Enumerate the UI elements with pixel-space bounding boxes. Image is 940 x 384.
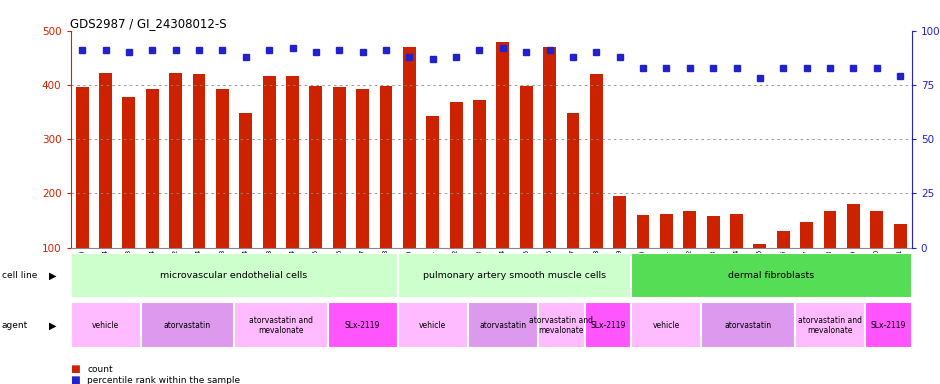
Text: SLx-2119: SLx-2119	[590, 321, 626, 330]
Bar	[356, 89, 369, 248]
Text: atorvastatin: atorvastatin	[725, 321, 772, 330]
Text: vehicle: vehicle	[419, 321, 446, 330]
Text: microvascular endothelial cells: microvascular endothelial cells	[161, 271, 307, 280]
Bar	[632, 303, 701, 349]
Bar	[865, 303, 912, 349]
Text: atorvastatin and
mevalonate: atorvastatin and mevalonate	[798, 316, 862, 335]
Bar	[286, 76, 299, 248]
Bar	[636, 215, 650, 248]
Bar	[496, 41, 509, 248]
Bar	[193, 74, 206, 248]
Bar	[240, 113, 252, 248]
Text: SLx-2119: SLx-2119	[870, 321, 906, 330]
Text: cell line: cell line	[2, 271, 38, 280]
Text: atorvastatin: atorvastatin	[164, 321, 211, 330]
Bar	[894, 224, 906, 248]
Text: dermal fibroblasts: dermal fibroblasts	[728, 271, 815, 280]
Bar	[538, 303, 585, 349]
Bar	[585, 303, 632, 349]
Bar	[701, 303, 795, 349]
Bar	[730, 214, 743, 248]
Bar	[398, 303, 468, 349]
Bar	[776, 231, 790, 248]
Text: ▶: ▶	[49, 320, 56, 331]
Bar	[468, 303, 538, 349]
Bar	[520, 86, 533, 248]
Bar	[795, 303, 865, 349]
Bar	[847, 204, 860, 248]
Text: agent: agent	[2, 321, 28, 330]
Bar	[403, 47, 415, 248]
Bar	[870, 211, 884, 248]
Text: atorvastatin and
mevalonate: atorvastatin and mevalonate	[249, 316, 313, 335]
Bar	[707, 216, 720, 248]
Bar	[427, 116, 439, 248]
Text: percentile rank within the sample: percentile rank within the sample	[87, 376, 241, 384]
Bar	[262, 76, 275, 248]
Bar	[823, 211, 837, 248]
Bar	[234, 303, 327, 349]
Bar	[216, 89, 228, 248]
Text: GDS2987 / GI_24308012-S: GDS2987 / GI_24308012-S	[70, 17, 227, 30]
Text: vehicle: vehicle	[652, 321, 680, 330]
Bar	[660, 214, 673, 248]
Bar	[70, 303, 141, 349]
Text: pulmonary artery smooth muscle cells: pulmonary artery smooth muscle cells	[423, 271, 606, 280]
Text: SLx-2119: SLx-2119	[345, 321, 381, 330]
Bar	[613, 196, 626, 248]
Bar	[800, 222, 813, 248]
Bar	[309, 86, 322, 248]
Text: ■: ■	[70, 364, 80, 374]
Bar	[473, 99, 486, 248]
Bar	[543, 47, 556, 248]
Bar	[327, 303, 398, 349]
Bar	[380, 86, 392, 248]
Text: ▶: ▶	[49, 270, 56, 281]
Bar	[169, 73, 182, 248]
Bar	[70, 253, 398, 298]
Text: ■: ■	[70, 375, 80, 384]
Bar	[141, 303, 234, 349]
Text: atorvastatin: atorvastatin	[479, 321, 526, 330]
Bar	[754, 244, 766, 248]
Bar	[632, 253, 912, 298]
Text: atorvastatin and
mevalonate: atorvastatin and mevalonate	[529, 316, 593, 335]
Bar	[567, 113, 579, 248]
Bar	[683, 211, 697, 248]
Bar	[99, 73, 112, 248]
Bar	[146, 89, 159, 248]
Text: vehicle: vehicle	[92, 321, 119, 330]
Bar	[122, 97, 135, 248]
Bar	[76, 86, 88, 248]
Bar	[398, 253, 632, 298]
Bar	[449, 102, 462, 248]
Bar	[590, 74, 603, 248]
Text: count: count	[87, 365, 113, 374]
Bar	[333, 87, 346, 248]
